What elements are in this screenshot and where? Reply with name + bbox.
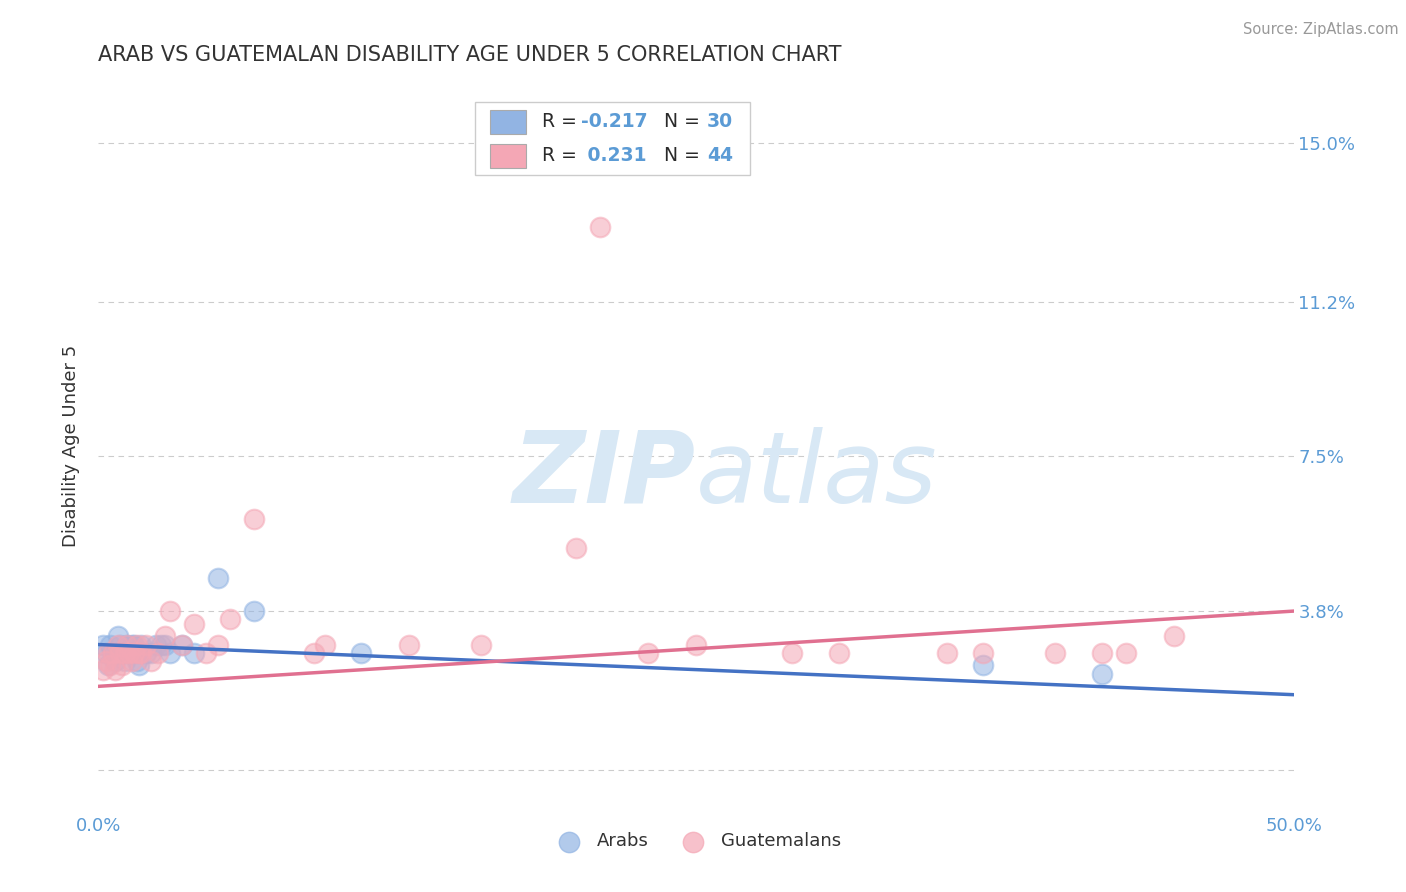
Point — [207, 638, 229, 652]
Point — [243, 512, 266, 526]
Point — [94, 654, 117, 668]
Point — [470, 638, 492, 652]
Point — [98, 658, 122, 673]
Text: 44: 44 — [707, 146, 733, 166]
Point — [125, 638, 148, 652]
Text: R =: R = — [541, 112, 582, 131]
Point — [101, 646, 124, 660]
Point — [97, 658, 120, 673]
Point — [131, 638, 153, 652]
Point — [94, 646, 117, 660]
Point — [972, 658, 994, 673]
Text: ZIP: ZIP — [513, 426, 696, 524]
Point — [1091, 646, 1114, 660]
Point — [172, 638, 194, 652]
Point — [125, 654, 148, 668]
Point — [315, 638, 337, 652]
Point — [172, 638, 194, 652]
Point — [101, 646, 124, 660]
Text: N =: N = — [652, 146, 706, 166]
Point — [128, 646, 150, 660]
Text: 30: 30 — [707, 112, 733, 131]
Point — [149, 638, 172, 652]
Point — [91, 663, 114, 677]
Point — [159, 604, 181, 618]
Point — [111, 646, 134, 660]
Point — [219, 612, 242, 626]
Point — [108, 646, 131, 660]
Point — [828, 646, 851, 660]
Point — [159, 646, 181, 660]
Text: ARAB VS GUATEMALAN DISABILITY AGE UNDER 5 CORRELATION CHART: ARAB VS GUATEMALAN DISABILITY AGE UNDER … — [98, 45, 842, 65]
Point — [97, 646, 120, 660]
Text: Source: ZipAtlas.com: Source: ZipAtlas.com — [1243, 22, 1399, 37]
Point — [104, 654, 127, 668]
Point — [589, 219, 612, 234]
Point — [350, 646, 373, 660]
Point — [114, 654, 136, 668]
Text: N =: N = — [652, 112, 706, 131]
Point — [936, 646, 959, 660]
Point — [183, 646, 205, 660]
Point — [637, 646, 659, 660]
FancyBboxPatch shape — [491, 144, 526, 168]
Text: R =: R = — [541, 146, 582, 166]
Point — [139, 646, 162, 660]
Point — [91, 638, 114, 652]
FancyBboxPatch shape — [491, 110, 526, 134]
Point — [398, 638, 420, 652]
Point — [243, 604, 266, 618]
Point — [1115, 646, 1137, 660]
Point — [124, 638, 146, 652]
Point — [139, 654, 162, 668]
Point — [302, 646, 325, 660]
Point — [155, 638, 177, 652]
Point — [115, 638, 138, 652]
Point — [1091, 666, 1114, 681]
Point — [972, 646, 994, 660]
Point — [104, 663, 127, 677]
Y-axis label: Disability Age Under 5: Disability Age Under 5 — [62, 345, 80, 547]
Point — [121, 638, 143, 652]
Point — [780, 646, 803, 660]
FancyBboxPatch shape — [475, 103, 749, 176]
Point — [207, 571, 229, 585]
Text: atlas: atlas — [696, 426, 938, 524]
Point — [148, 646, 170, 660]
Point — [121, 654, 143, 668]
Point — [135, 638, 157, 652]
Point — [128, 658, 150, 673]
Point — [108, 638, 131, 652]
Point — [107, 638, 129, 652]
Point — [115, 638, 138, 652]
Text: -0.217: -0.217 — [581, 112, 648, 131]
Point — [118, 646, 141, 660]
Point — [565, 541, 588, 556]
Point — [111, 658, 134, 673]
Point — [107, 629, 129, 643]
Point — [1043, 646, 1066, 660]
Point — [135, 646, 157, 660]
Point — [145, 638, 167, 652]
Point — [195, 646, 218, 660]
Point — [155, 629, 177, 643]
Point — [1163, 629, 1185, 643]
Point — [131, 646, 153, 660]
Point — [98, 638, 122, 652]
Legend: Arabs, Guatemalans: Arabs, Guatemalans — [544, 825, 848, 857]
Point — [118, 646, 141, 660]
Point — [685, 638, 707, 652]
Text: 0.231: 0.231 — [581, 146, 647, 166]
Point — [114, 646, 136, 660]
Point — [124, 646, 146, 660]
Point — [183, 616, 205, 631]
